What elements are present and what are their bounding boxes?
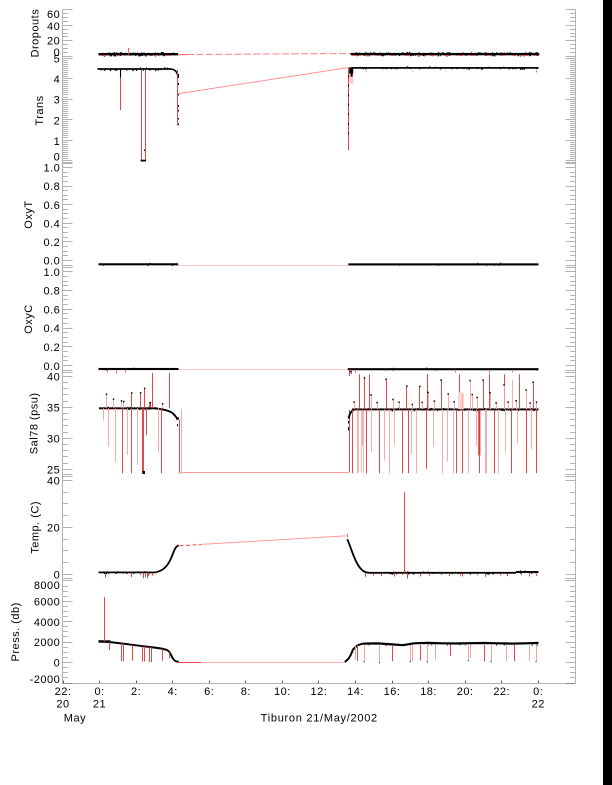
svg-text:60: 60 bbox=[47, 9, 60, 21]
svg-text:40: 40 bbox=[47, 476, 60, 488]
svg-text:Press. (db): Press. (db) bbox=[10, 602, 22, 661]
svg-text:8000: 8000 bbox=[34, 580, 60, 592]
svg-text:Temp. (C): Temp. (C) bbox=[30, 501, 42, 554]
svg-text:12:: 12: bbox=[311, 686, 328, 698]
svg-text:0.6: 0.6 bbox=[44, 200, 61, 212]
svg-text:Tiburon 21/May/2002: Tiburon 21/May/2002 bbox=[261, 713, 378, 725]
svg-text:22:: 22: bbox=[493, 686, 510, 698]
svg-text:0:: 0: bbox=[94, 686, 104, 698]
svg-text:18:: 18: bbox=[420, 686, 437, 698]
svg-text:20: 20 bbox=[47, 523, 60, 535]
svg-text:0.2: 0.2 bbox=[44, 342, 61, 354]
svg-text:Sal78 (psu): Sal78 (psu) bbox=[29, 392, 41, 454]
svg-text:8:: 8: bbox=[241, 686, 251, 698]
svg-text:21: 21 bbox=[93, 699, 106, 711]
svg-text:0: 0 bbox=[54, 47, 61, 59]
svg-text:14:: 14: bbox=[347, 686, 364, 698]
svg-text:3: 3 bbox=[54, 95, 61, 107]
svg-text:20: 20 bbox=[47, 36, 60, 48]
svg-text:0:: 0: bbox=[533, 686, 543, 698]
svg-text:40: 40 bbox=[47, 371, 60, 383]
svg-text:20: 20 bbox=[56, 699, 69, 711]
svg-text:1.0: 1.0 bbox=[44, 163, 61, 175]
svg-text:4:: 4: bbox=[168, 686, 178, 698]
svg-text:2: 2 bbox=[54, 115, 61, 127]
svg-text:5: 5 bbox=[54, 53, 61, 65]
svg-text:0.8: 0.8 bbox=[44, 286, 61, 298]
svg-text:2000: 2000 bbox=[34, 637, 60, 649]
svg-text:25: 25 bbox=[47, 464, 60, 476]
svg-text:35: 35 bbox=[47, 402, 60, 414]
svg-text:0.8: 0.8 bbox=[44, 181, 61, 193]
svg-text:4000: 4000 bbox=[34, 617, 60, 629]
svg-text:0: 0 bbox=[54, 658, 61, 670]
svg-text:0.4: 0.4 bbox=[44, 323, 61, 335]
svg-text:0.4: 0.4 bbox=[44, 218, 61, 230]
svg-text:May: May bbox=[64, 713, 86, 725]
svg-text:22: 22 bbox=[532, 699, 545, 711]
svg-text:0.0: 0.0 bbox=[44, 361, 61, 373]
svg-text:0: 0 bbox=[54, 152, 61, 164]
svg-text:2:: 2: bbox=[131, 686, 141, 698]
svg-text:1: 1 bbox=[54, 136, 61, 148]
svg-text:30: 30 bbox=[47, 433, 60, 445]
svg-text:0.6: 0.6 bbox=[44, 304, 61, 316]
svg-text:20:: 20: bbox=[457, 686, 474, 698]
svg-text:4: 4 bbox=[54, 74, 61, 86]
svg-text:6:: 6: bbox=[204, 686, 214, 698]
svg-text:0: 0 bbox=[54, 570, 61, 582]
svg-text:16:: 16: bbox=[384, 686, 401, 698]
svg-text:0.0: 0.0 bbox=[44, 256, 61, 268]
svg-text:0.2: 0.2 bbox=[44, 237, 61, 249]
svg-text:6000: 6000 bbox=[34, 597, 60, 609]
svg-text:1.0: 1.0 bbox=[44, 267, 61, 279]
svg-text:OxyT: OxyT bbox=[23, 200, 35, 228]
svg-text:-2000: -2000 bbox=[30, 674, 61, 686]
svg-text:OxyC: OxyC bbox=[23, 304, 35, 334]
svg-text:10:: 10: bbox=[274, 686, 291, 698]
svg-text:22:: 22: bbox=[55, 686, 72, 698]
svg-text:Trans: Trans bbox=[34, 95, 46, 125]
svg-text:Dropouts: Dropouts bbox=[29, 9, 41, 58]
svg-text:40: 40 bbox=[47, 21, 60, 33]
